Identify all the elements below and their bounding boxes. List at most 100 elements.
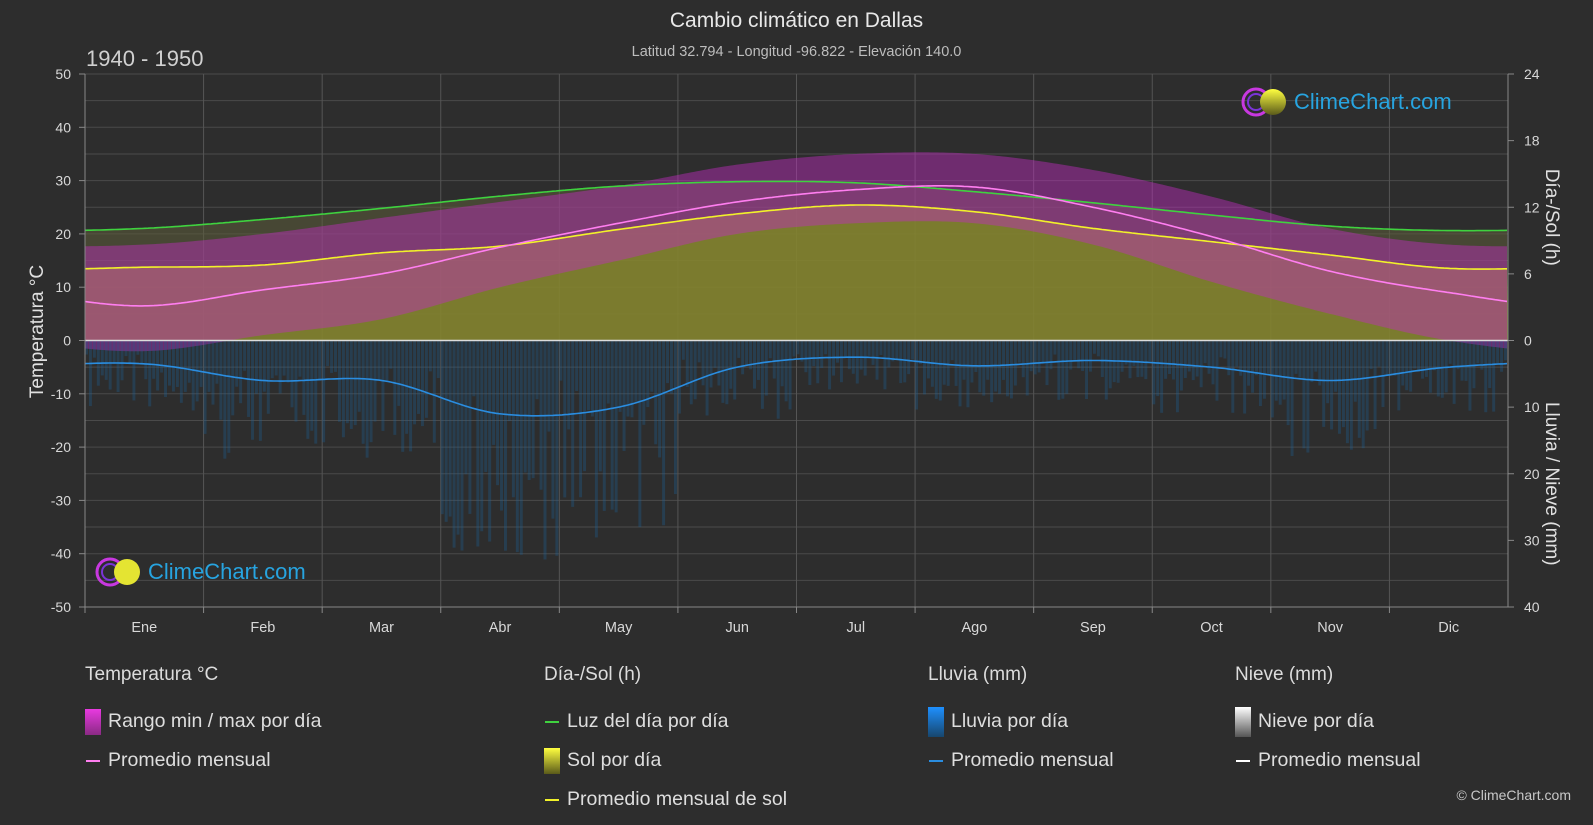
rain-bar <box>132 340 136 401</box>
rain-bar <box>1140 340 1144 377</box>
rain-bar <box>681 340 685 360</box>
rain-bar <box>1195 340 1199 377</box>
rain-bar <box>555 340 559 556</box>
axes: 50 40 30 20 10 0 -10 -20 -30 -40 -50 24 18 12 6 0 10 20 30… <box>27 66 1562 636</box>
rain-bar <box>551 340 555 519</box>
rain-bar <box>1472 340 1476 389</box>
rain-avg-line <box>85 356 1508 417</box>
rain-bar <box>1464 340 1468 381</box>
rain-bar <box>1077 340 1081 369</box>
rain-bar <box>705 340 709 416</box>
daylight-line <box>85 180 1508 232</box>
legend-item: Promedio mensual <box>85 741 322 780</box>
brand-logo-top[interactable]: ClimeChart.com <box>1240 86 1452 118</box>
rain-bar <box>911 340 915 360</box>
left-tick-label: 0 <box>63 333 71 349</box>
rain-bar <box>1100 340 1104 378</box>
rain-bar <box>768 340 772 359</box>
rain-bar <box>543 340 547 560</box>
rain-bar <box>1349 340 1353 450</box>
rain-bar <box>1005 340 1009 397</box>
right-tick-label-mm: 40 <box>1524 599 1540 615</box>
rain-bar <box>1215 340 1219 401</box>
rain-bar <box>456 340 460 535</box>
rain-bar <box>148 340 152 407</box>
sunshine-area <box>85 204 1508 341</box>
data-lines <box>85 180 1508 417</box>
rain-bar <box>397 340 401 406</box>
rain-bar <box>448 340 452 517</box>
sunshine-avg-swatch <box>545 798 559 801</box>
legend-daylight: Día-/Sol (h) Luz del día por día Sol por… <box>544 664 787 819</box>
rain-bar <box>262 340 266 392</box>
rain-bar <box>1160 340 1164 413</box>
rain-bar <box>559 340 563 381</box>
brand-logo-bottom[interactable]: ClimeChart.com <box>94 556 306 588</box>
right-tick-label-mm: 10 <box>1524 399 1540 415</box>
rain-bar <box>519 340 523 555</box>
rain-bar <box>1081 340 1085 371</box>
rain-bar <box>199 340 203 387</box>
rain-bar <box>326 340 330 367</box>
rain-bar <box>460 340 464 551</box>
rain-bar <box>1096 340 1100 357</box>
rain-bar <box>464 340 468 475</box>
rain-bar <box>1330 340 1334 430</box>
rain-bar <box>1409 340 1413 392</box>
rain-bar <box>780 340 784 387</box>
rain-bar <box>1484 340 1488 413</box>
rain-bar <box>579 340 583 498</box>
rain-bar <box>88 340 92 407</box>
rain-bar <box>1298 340 1302 378</box>
rain-bar <box>203 340 207 434</box>
legend-rain: Lluvia (mm) Lluvia por día Promedio mens… <box>928 664 1114 780</box>
rain-bar <box>587 340 590 411</box>
rain-bar <box>938 340 942 401</box>
rain-bar <box>974 340 978 372</box>
rain-bar <box>812 340 816 367</box>
rain-bar <box>926 340 930 379</box>
rain-bar <box>934 340 938 399</box>
rain-bar <box>1326 340 1330 404</box>
rain-bar <box>1124 340 1128 365</box>
rain-bar <box>1373 340 1377 430</box>
rain-bar <box>235 340 239 387</box>
rain-bar <box>507 340 511 422</box>
rain-bar <box>1187 340 1191 372</box>
chart-title: Cambio climático en Dallas <box>669 9 924 32</box>
legend-item: Promedio mensual <box>1235 741 1421 780</box>
rain-bar <box>365 340 369 458</box>
rain-bar <box>1322 340 1326 427</box>
rain-bar <box>1061 340 1065 399</box>
rain-bar <box>104 340 108 380</box>
rain-bar <box>614 340 618 513</box>
daylight-swatch <box>545 720 559 723</box>
rain-bar <box>689 340 693 405</box>
rain-bar <box>345 340 349 424</box>
rain-bar <box>527 340 531 481</box>
rain-bar <box>1251 340 1255 393</box>
rain-bar <box>393 340 397 435</box>
rain-bar <box>749 340 753 370</box>
left-axis-title: Temperatura °C <box>27 265 48 398</box>
temp-avg-line <box>85 185 1508 307</box>
rain-bar <box>697 340 701 363</box>
rain-bar <box>1314 340 1318 372</box>
rain-bar <box>547 340 551 432</box>
rain-bar <box>820 340 824 368</box>
rain-bar <box>879 340 883 356</box>
rain-bar <box>737 340 741 358</box>
month-label: Jul <box>847 620 866 636</box>
rain-bar <box>511 340 515 498</box>
rain-bar <box>1444 340 1448 393</box>
rain-bar <box>278 340 282 394</box>
rain-bar <box>922 340 926 395</box>
legend-item: Rango min / max por día <box>85 702 322 741</box>
snow-swatch <box>1235 706 1251 737</box>
rain-bar <box>389 340 393 369</box>
rain-bar <box>563 340 567 498</box>
rain-bar <box>436 340 440 379</box>
legend-item: Lluvia por día <box>928 702 1114 741</box>
rain-bar <box>231 340 235 416</box>
rain-bar <box>417 340 420 414</box>
